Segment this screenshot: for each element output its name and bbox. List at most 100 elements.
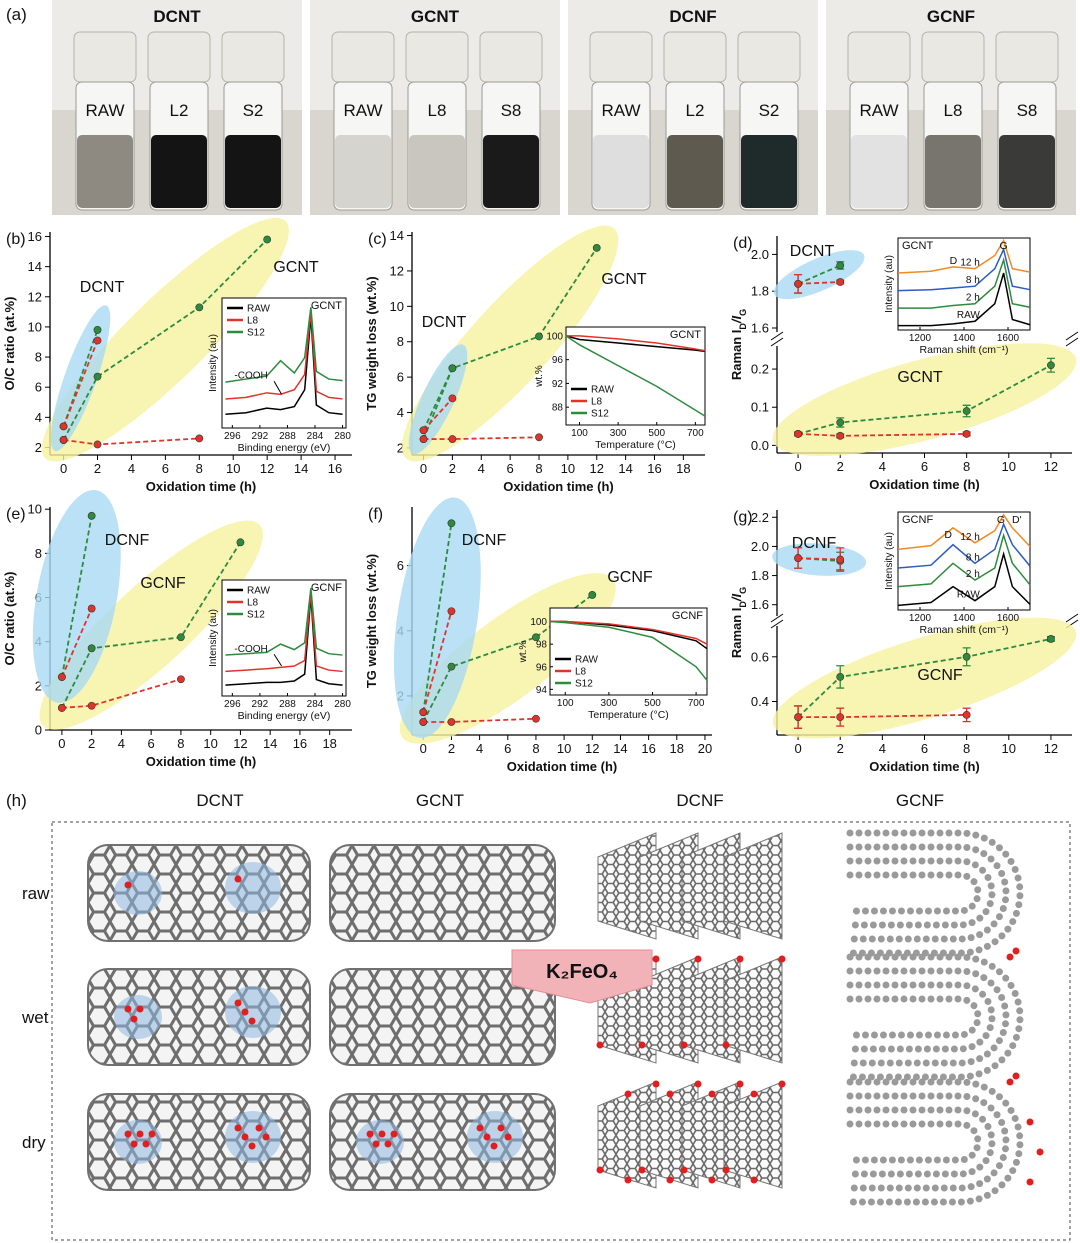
defect-region bbox=[225, 862, 281, 914]
x-tick-label: 12 bbox=[1044, 741, 1058, 756]
x-tick-label: 4 bbox=[476, 741, 483, 756]
point bbox=[419, 435, 428, 443]
annotation-arrow bbox=[273, 653, 282, 667]
point bbox=[836, 555, 845, 564]
axis-break bbox=[770, 619, 784, 629]
oxygen-atom bbox=[130, 1140, 138, 1148]
oxygen-atom bbox=[750, 1090, 758, 1098]
vial-cap bbox=[921, 31, 985, 83]
oxygen-atom bbox=[483, 1133, 491, 1141]
inset-x-tick-label: 100 bbox=[557, 698, 574, 709]
oxygen-atom bbox=[390, 1130, 398, 1138]
oxygen-atom bbox=[1006, 1078, 1014, 1086]
y-axis-label-part: /I bbox=[729, 315, 744, 324]
inset-line bbox=[897, 551, 1031, 607]
group-label: GCNF bbox=[917, 667, 963, 684]
inset-x-tick-label: 284 bbox=[307, 699, 324, 710]
y-tick-label: 0 bbox=[35, 723, 42, 738]
inset-y-tick-label: 88 bbox=[552, 403, 564, 414]
inset-y-tick-label: 96 bbox=[536, 662, 548, 673]
vial-liquid bbox=[925, 135, 981, 208]
x-axis-label: Oxidation time (h) bbox=[869, 759, 980, 774]
column-label: GCNF bbox=[896, 791, 944, 810]
oxygen-atom bbox=[638, 1166, 646, 1174]
peak-label: G bbox=[997, 514, 1005, 526]
highlight bbox=[393, 497, 481, 739]
point bbox=[588, 591, 597, 599]
inset-x-tick-label: 292 bbox=[252, 431, 269, 442]
vial-liquid bbox=[335, 135, 391, 208]
inset-annotation: -COOH bbox=[234, 371, 267, 382]
x-tick-label: 8 bbox=[963, 459, 970, 474]
nanofiber-shell bbox=[846, 829, 1024, 957]
legend-label: RAW bbox=[247, 586, 271, 597]
x-tick-label: 2 bbox=[88, 736, 95, 751]
point bbox=[794, 430, 802, 438]
defect-region bbox=[467, 1111, 523, 1163]
oxygen-atom bbox=[666, 1176, 674, 1184]
oxygen-atom bbox=[241, 1008, 249, 1016]
inset-series-label: RAW bbox=[957, 590, 981, 601]
chart: (f)02468101214161820246Oxidation time (h… bbox=[364, 497, 712, 774]
panel-label: (h) bbox=[6, 791, 27, 810]
y-tick-label: 16 bbox=[28, 229, 42, 244]
oxygen-atom bbox=[722, 1041, 730, 1049]
inset-x-label: Raman shift (cm⁻¹) bbox=[920, 344, 1009, 356]
inset-series-label: 12 h bbox=[960, 532, 979, 543]
chart: (b) 0 2 4 6 8 10 12 14 16 2 4 6 8 10 12 14 16 Oxidation ti… bbox=[2, 217, 352, 494]
photo-title: DCNT bbox=[153, 7, 201, 26]
vial-cap bbox=[405, 31, 469, 83]
inset-title: GCNT bbox=[311, 300, 342, 312]
y-tick-label: 12 bbox=[28, 289, 42, 304]
inset-frame bbox=[221, 579, 347, 697]
vial-cap bbox=[73, 31, 137, 83]
panel-label: (b) bbox=[6, 231, 26, 248]
vial-label: RAW bbox=[859, 101, 898, 120]
x-tick-label: 2 bbox=[448, 741, 455, 756]
x-tick-label: 18 bbox=[322, 736, 336, 751]
series-line bbox=[797, 364, 1052, 435]
inset-y-label: Intensity (au) bbox=[208, 334, 219, 392]
y-axis-label-part: /I bbox=[729, 593, 744, 602]
x-tick-label: 0 bbox=[420, 461, 427, 476]
y-axis-label: Raman ID/IG bbox=[729, 309, 748, 380]
vial-label: RAW bbox=[343, 101, 382, 120]
inset-x-tick-label: 100 bbox=[571, 428, 588, 439]
nanofiber-shell bbox=[846, 1078, 1024, 1206]
point bbox=[448, 364, 457, 373]
vial-label: RAW bbox=[85, 101, 124, 120]
nanofiber-sheet bbox=[723, 832, 783, 940]
point bbox=[447, 607, 456, 616]
oxygen-atom bbox=[1006, 953, 1014, 961]
oxygen-atom bbox=[497, 1124, 505, 1132]
inset-x-label: Raman shift (cm⁻¹) bbox=[920, 624, 1009, 636]
point bbox=[836, 261, 845, 270]
group-label: DCNT bbox=[422, 314, 467, 331]
point bbox=[177, 675, 185, 684]
x-tick-label: 2 bbox=[837, 459, 844, 474]
oxygen-atom bbox=[1026, 1178, 1034, 1186]
oxygen-atom bbox=[750, 1176, 758, 1184]
x-tick-label: 8 bbox=[177, 736, 184, 751]
oxygen-atom bbox=[262, 1133, 270, 1141]
legend-label: RAW bbox=[247, 304, 271, 315]
oxygen-atom bbox=[124, 1005, 132, 1013]
point bbox=[532, 633, 540, 642]
axis-break bbox=[1065, 331, 1079, 341]
oxygen-atom bbox=[694, 955, 702, 963]
y-tick-label: 2 bbox=[397, 440, 404, 455]
point bbox=[1047, 635, 1055, 643]
point bbox=[836, 278, 845, 286]
point bbox=[448, 394, 457, 403]
vial-label: L8 bbox=[428, 101, 447, 120]
vial-cap bbox=[663, 31, 727, 83]
y-tick-label: 10 bbox=[28, 319, 42, 334]
oxygen-atom bbox=[255, 1124, 263, 1132]
vial-cap bbox=[221, 31, 285, 83]
vial-liquid bbox=[593, 135, 649, 208]
x-tick-label: 0 bbox=[60, 461, 67, 476]
defect-region bbox=[225, 1111, 281, 1163]
vial-cap bbox=[995, 31, 1059, 83]
x-tick-label: 12 bbox=[233, 736, 247, 751]
oxygen-atom bbox=[680, 1166, 688, 1174]
